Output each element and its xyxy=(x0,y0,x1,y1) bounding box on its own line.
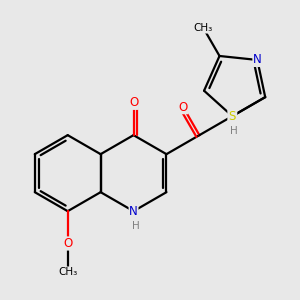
Text: H: H xyxy=(132,220,139,231)
Text: N: N xyxy=(129,205,138,218)
Text: O: O xyxy=(129,96,138,109)
Text: O: O xyxy=(63,237,72,250)
Text: H: H xyxy=(230,126,238,136)
Text: CH₃: CH₃ xyxy=(194,23,213,33)
Text: N: N xyxy=(228,110,237,123)
Text: CH₃: CH₃ xyxy=(58,267,77,277)
Text: S: S xyxy=(229,110,236,123)
Text: N: N xyxy=(253,53,262,67)
Text: O: O xyxy=(178,101,188,114)
